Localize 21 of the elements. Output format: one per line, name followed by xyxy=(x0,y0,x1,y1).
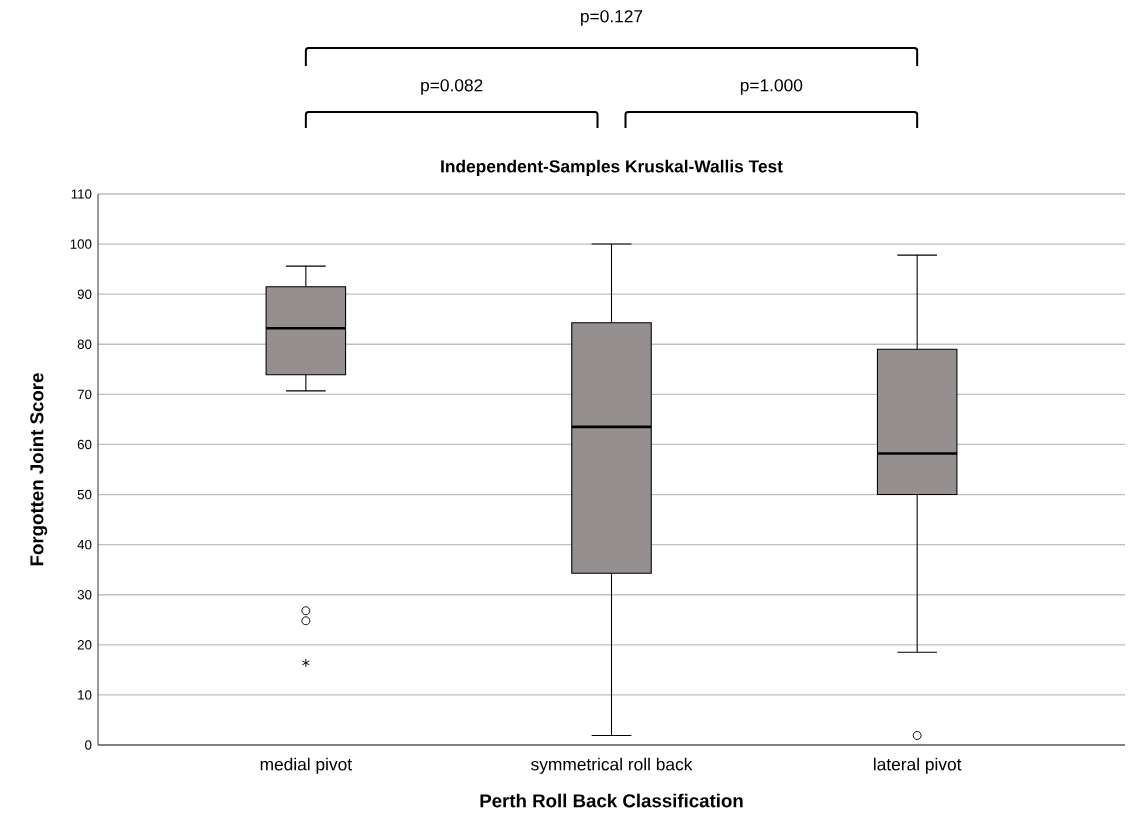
y-tick-label: 40 xyxy=(77,539,92,550)
y-tick-label: 70 xyxy=(77,389,92,400)
x-tick-label: symmetrical roll back xyxy=(531,757,693,774)
x-tick-label: lateral pivot xyxy=(874,757,962,774)
y-tick-label: 30 xyxy=(77,590,92,600)
y-tick-label: 80 xyxy=(77,339,92,349)
y-axis-title: Forgotten Joint Score xyxy=(29,373,48,566)
chart-title: Independent-Samples Kruskal-Wallis Test xyxy=(441,159,783,176)
y-tick-label: 100 xyxy=(70,239,92,249)
y-tick-label: 50 xyxy=(77,489,92,500)
y-tick-label: 20 xyxy=(77,640,92,650)
text: p=1.000 xyxy=(740,79,803,95)
y-tick-label: 0 xyxy=(85,740,92,750)
y-tick-label: 60 xyxy=(77,439,92,450)
text: p=0.127 xyxy=(581,10,643,26)
text: p=0.082 xyxy=(421,79,483,95)
y-tick-label: 90 xyxy=(77,289,92,299)
x-tick-label: medial pivot xyxy=(260,757,352,774)
y-tick-label: 110 xyxy=(71,189,92,199)
x-axis-title: Perth Roll Back Classification xyxy=(480,793,743,808)
y-tick-label: 10 xyxy=(78,690,92,700)
